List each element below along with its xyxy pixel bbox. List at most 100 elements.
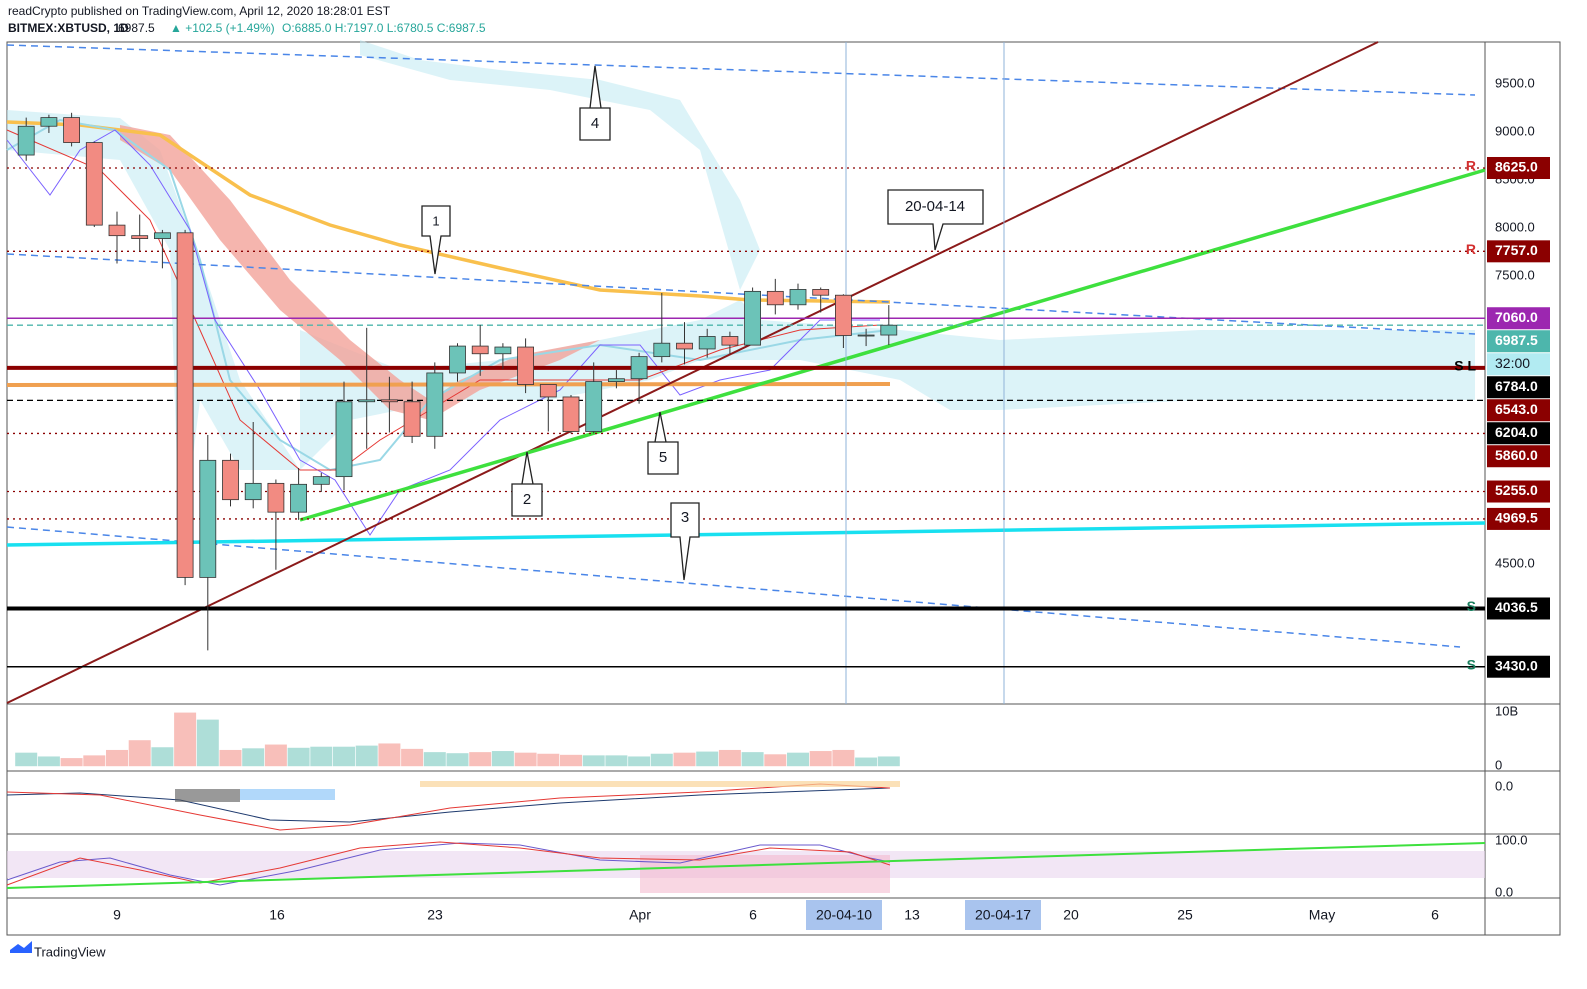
- symbol: BITMEX:XBTUSD, 1D: [8, 21, 129, 35]
- volume-bar: [832, 749, 855, 767]
- callout-label: 3: [681, 509, 689, 526]
- price-label: 8625.0: [1495, 159, 1538, 175]
- time-axis: 9 16 23 Apr 6 20-04-10 13 20-04-17 20 25 May 6: [113, 907, 1439, 923]
- volume-bar: [877, 756, 900, 767]
- level-tag: R: [1466, 241, 1476, 257]
- callouts: [421, 65, 984, 581]
- price-label-box: [1487, 376, 1550, 399]
- volume-bar: [128, 740, 151, 767]
- volume-tick: 0: [1495, 758, 1502, 773]
- candle-body: [698, 336, 716, 350]
- volume-bar: [287, 747, 310, 767]
- volume-bar: [514, 752, 537, 767]
- ohlc: O:6885.0 H:7197.0 L:6780.5 C:6987.5: [282, 21, 486, 35]
- callout-box: [579, 65, 611, 141]
- x-tick-label: Apr: [629, 907, 651, 923]
- signal-line: [6, 783, 891, 831]
- candle-body: [539, 384, 557, 398]
- volume-bar: [151, 747, 174, 767]
- candle-body: [290, 483, 308, 513]
- x-tick-label: 20-04-17: [975, 907, 1031, 923]
- x-tick-label: 6: [749, 907, 757, 923]
- volume-bar: [741, 752, 764, 767]
- volume-bar: [310, 746, 333, 767]
- last-price: 6987.5: [118, 21, 155, 35]
- volume-bar: [242, 748, 265, 767]
- volume-bar: [446, 753, 469, 767]
- x-tick-label: 6: [1431, 907, 1439, 923]
- candle-body: [608, 378, 625, 382]
- candle-body: [880, 324, 898, 336]
- y-tick-label: 9000.0: [1495, 123, 1535, 138]
- callout-label: 5: [659, 449, 667, 466]
- volume-bar: [673, 752, 696, 767]
- candle-body: [222, 459, 239, 501]
- countdown-box: [1487, 353, 1550, 376]
- volume-bar: [537, 753, 560, 767]
- volume-bar: [650, 753, 673, 767]
- candle-body: [812, 289, 830, 296]
- candle-body: [17, 125, 35, 156]
- macd-panel: [6, 781, 900, 831]
- callout-label: 1: [432, 213, 439, 228]
- level-tag: R: [1466, 158, 1476, 174]
- volume-bar: [196, 719, 219, 767]
- callout-label: 4: [591, 115, 599, 132]
- price-label: 6543.0: [1495, 401, 1538, 417]
- candles: [17, 112, 898, 651]
- volume-bar: [333, 746, 355, 767]
- candle-body: [403, 401, 421, 437]
- candle-body: [449, 345, 466, 374]
- candle-body: [585, 381, 603, 432]
- candle-body: [199, 459, 217, 578]
- callout-box: [421, 205, 451, 275]
- candle-body: [517, 346, 534, 385]
- volume-bar: [219, 749, 242, 767]
- rising-line: [6, 41, 1379, 704]
- price-label: 5860.0: [1495, 447, 1538, 463]
- candle-body: [676, 342, 693, 350]
- callout-label: 2: [523, 491, 531, 508]
- x-tick-label: 13: [904, 907, 920, 923]
- volume-bar: [605, 755, 628, 767]
- price-label-box: [1487, 422, 1550, 445]
- callout-box: [647, 411, 679, 475]
- histogram: [240, 789, 335, 800]
- volume-bar: [264, 744, 287, 767]
- conversion-line: [6, 129, 880, 536]
- price-label-box: [1487, 156, 1550, 179]
- x-tick-label: 23: [427, 907, 443, 923]
- volume-bar: [355, 745, 378, 767]
- volume-bar: [809, 751, 832, 767]
- candle-body: [562, 396, 580, 432]
- price-label-box: [1487, 399, 1550, 422]
- moving-average: [6, 120, 891, 304]
- volume-bar: [15, 752, 38, 767]
- volume-bar: [423, 752, 446, 767]
- candle-body: [835, 294, 852, 336]
- candle-body: [744, 290, 761, 346]
- volume-bar: [560, 754, 582, 767]
- volume-bar: [582, 755, 605, 767]
- uptrend-line: [299, 168, 1486, 522]
- publisher-line: readCrypto published on TradingView.com,…: [8, 4, 391, 18]
- volume-bar: [174, 712, 197, 767]
- osc-tick: 0.0: [1495, 884, 1513, 899]
- volume-bar: [60, 758, 83, 767]
- volume-bar: [696, 751, 719, 767]
- ichimoku-cloud: [7, 110, 1475, 560]
- osc-zone: [640, 855, 890, 893]
- price-label: 6204.0: [1495, 424, 1538, 440]
- price-label-box: [1487, 507, 1550, 530]
- callout-box: [511, 451, 543, 517]
- cloud-top: [360, 40, 760, 290]
- y-tick-label: 8000.0: [1495, 219, 1535, 234]
- price-label-box: [1487, 480, 1550, 503]
- candle-body: [131, 235, 149, 239]
- volume-bar: [106, 749, 128, 767]
- logo: [10, 941, 32, 953]
- price-label: 6987.5: [1495, 332, 1538, 348]
- histogram: [175, 789, 240, 802]
- price-label: 7060.0: [1495, 309, 1538, 325]
